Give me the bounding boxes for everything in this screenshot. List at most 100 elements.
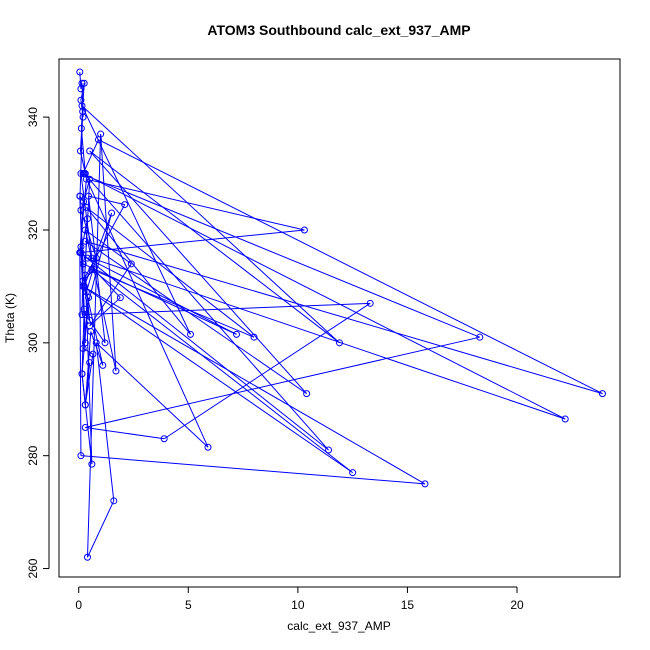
series-line-segment [85,291,104,366]
data-point [476,333,484,341]
data-point [80,79,88,87]
y-axis-label: Theta (K) [3,293,17,343]
data-point [116,294,124,302]
series-line-segment [91,269,255,338]
y-tick-label: 300 [26,332,40,352]
series-line-segment [82,139,99,174]
data-point [78,79,86,87]
series-line-segment [82,285,426,485]
x-tick-label: 20 [510,598,524,612]
series-line-segment [87,257,237,335]
data-point [127,260,135,268]
data-point [92,339,100,347]
series-line-segment [89,263,132,327]
series-line-segment [85,426,165,440]
data-point [303,390,311,398]
data-point [336,339,343,347]
series-line-segment [89,150,340,344]
series-line-segment [83,173,209,448]
series-line-segment [81,83,84,118]
data-point [89,350,97,358]
data-point [233,330,241,338]
data-point [85,294,93,302]
series-line-segment [100,134,117,372]
series-line-segment [90,331,104,366]
data-point [77,452,85,460]
x-tick-label: 10 [291,598,305,612]
data-point [300,226,308,234]
data-point [81,271,89,279]
series-line-segment [93,269,121,299]
series-line-segment [85,258,97,293]
data-point [110,497,118,505]
data-point [160,435,168,443]
series-line-segment [98,139,603,395]
data-point [77,206,85,214]
series-line-segment [80,455,426,485]
data-point [90,265,98,273]
data-point [77,124,85,132]
data-point [80,198,88,206]
chart-title: ATOM3 Southbound calc_ext_937_AMP [207,22,470,38]
data-point [76,192,84,200]
series-line-segment [87,500,115,558]
data-point [81,401,89,409]
data-point [88,460,96,468]
series-line-segment [89,150,308,394]
y-axis: 260 280 300 320 340 [26,107,50,579]
data-point [92,254,100,262]
series-line-segment [79,252,329,451]
series-line-segment [163,302,371,440]
series-line-segment [91,257,566,420]
data-point [81,226,89,234]
data-point [112,367,120,375]
data-point [121,201,129,209]
x-axis: 0 5 10 15 20 [75,586,524,612]
series-line-segment [86,207,255,338]
series-line-segment [83,212,113,287]
x-axis-label: calc_ext_937_AMP [287,619,390,633]
series-lines [79,71,603,558]
data-point [76,68,84,76]
series-line-segment [84,212,113,315]
data-point [108,209,116,217]
data-point [86,147,94,155]
series-line-segment [85,240,307,395]
series-line-segment [81,302,371,316]
data-point [349,469,357,477]
y-tick-label: 260 [26,558,40,578]
data-point [78,370,86,378]
series-line-segment [82,285,353,474]
data-point [83,254,91,262]
data-point [325,446,333,454]
y-tick-label: 340 [26,107,40,127]
series-line-segment [81,373,86,405]
data-point [86,175,94,183]
series-line-segment [82,173,566,420]
series-line-segment [85,240,603,395]
data-point [77,170,85,178]
y-tick-label: 280 [26,445,40,465]
data-point [83,553,91,561]
data-point [80,282,88,290]
data-point [81,237,89,245]
data-point [561,415,569,423]
data-point [79,260,87,268]
data-point [80,305,88,313]
series-line-segment [80,173,480,338]
data-point [87,328,95,336]
series-line-segment [84,314,106,344]
data-point [421,480,429,488]
series-line-segment [89,297,121,327]
data-point [88,254,96,262]
series-line-segment [86,134,102,558]
data-point [76,147,84,155]
data-point [86,359,94,367]
data-point [250,333,258,341]
data-point [366,299,374,307]
data-point [186,330,194,338]
series-line-segment [91,269,353,474]
data-point [81,423,89,431]
series-line-segment [95,342,115,501]
